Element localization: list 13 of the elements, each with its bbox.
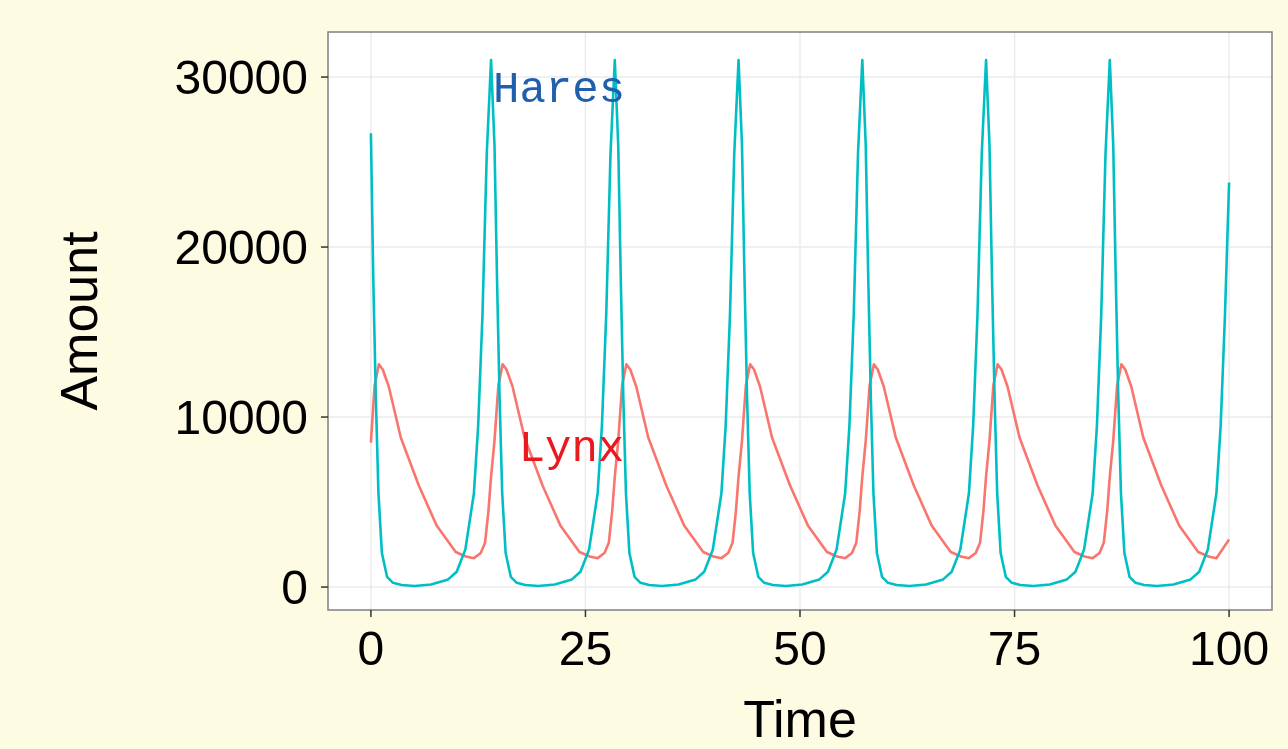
- y-axis-title: Amount: [50, 230, 108, 411]
- line-series: [369, 363, 1231, 560]
- x-tick-label: 50: [773, 622, 827, 675]
- x-tick-label: 75: [987, 622, 1042, 675]
- y-tick-label: 20000: [174, 220, 308, 274]
- y-tick-label: 10000: [174, 390, 308, 444]
- x-tick-label: 100: [1189, 622, 1270, 675]
- x-axis-title: Time: [743, 690, 857, 748]
- x-tick-label: 25: [558, 622, 613, 675]
- y-tick-label: 30000: [174, 50, 308, 104]
- x-tick-label: 0: [357, 622, 385, 675]
- line-series: [369, 58, 1231, 588]
- y-tick-label: 0: [281, 560, 308, 614]
